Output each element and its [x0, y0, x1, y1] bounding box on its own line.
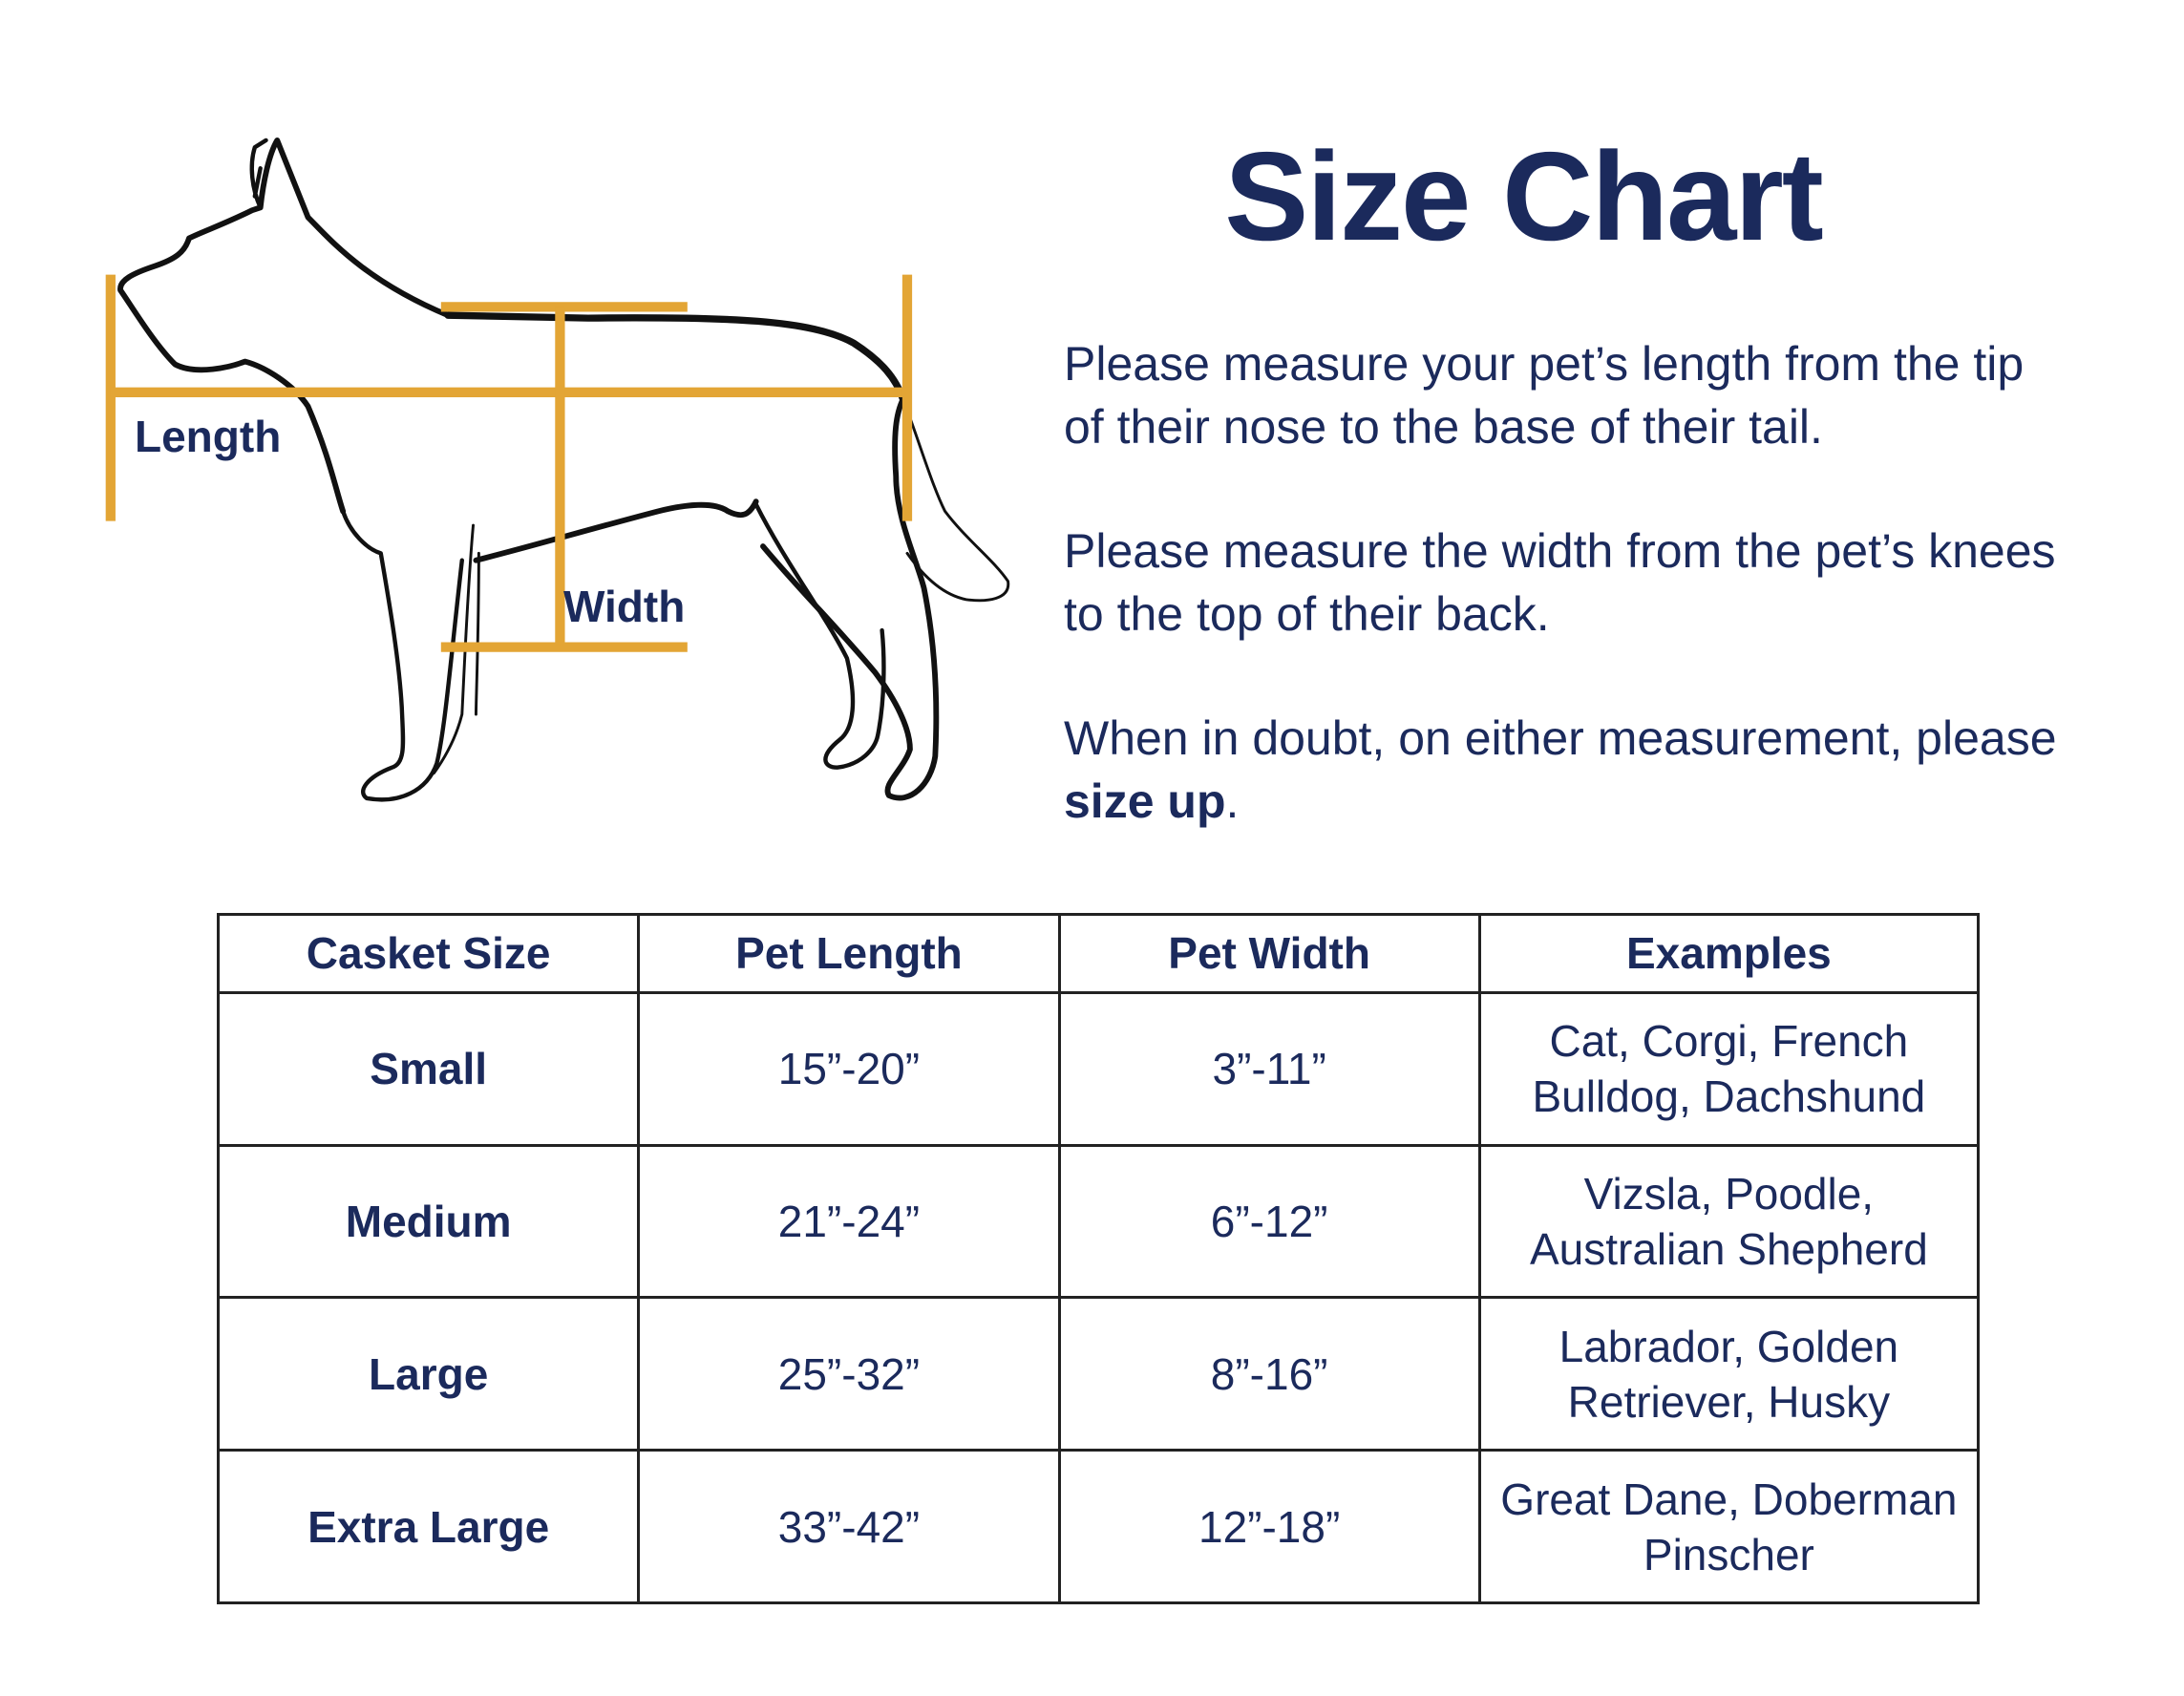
examples-cell: Cat, Corgi, French Bulldog, Dachshund — [1477, 990, 1981, 1147]
length-cell: 25”-32” — [637, 1296, 1061, 1452]
size-cell: Small — [216, 990, 641, 1147]
length-cell: 15”-20” — [637, 990, 1061, 1147]
width-cell: 8”-16” — [1057, 1296, 1481, 1452]
length-measure-lines — [105, 274, 913, 521]
examples-cell: Great Dane, Doberman Pinscher — [1477, 1449, 1981, 1604]
width-cell: 12”-18” — [1057, 1449, 1481, 1604]
table-row: Large 25”-32” 8”-16” Labrador, Golden Re… — [216, 1296, 1981, 1452]
length-label: Length — [135, 412, 282, 461]
width-cell: 6”-12” — [1057, 1143, 1481, 1300]
table-header-row: Casket Size Pet Length Pet Width Example… — [216, 913, 1981, 994]
size-up-bold: size up — [1064, 774, 1226, 828]
size-table: Casket Size Pet Length Pet Width Example… — [216, 913, 1981, 1604]
width-instruction: Please measure the width from the pet’s … — [1064, 524, 2056, 641]
length-cell: 33”-42” — [637, 1449, 1061, 1604]
width-cell: 3”-11” — [1057, 990, 1481, 1147]
examples-cell: Vizsla, Poodle, Australian Shepherd — [1477, 1143, 1981, 1300]
length-cell: 21”-24” — [637, 1143, 1061, 1300]
table-row: Extra Large 33”-42” 12”-18” Great Dane, … — [216, 1449, 1981, 1604]
table-row: Medium 21”-24” 6”-12” Vizsla, Poodle, Au… — [216, 1143, 1981, 1300]
size-cell: Extra Large — [216, 1449, 641, 1604]
page-title: Size Chart — [1224, 126, 1824, 266]
header-pet-width: Pet Width — [1057, 913, 1481, 994]
width-label: Width — [563, 582, 686, 631]
table-row: Small 15”-20” 3”-11” Cat, Corgi, French … — [216, 990, 1981, 1147]
size-up-prefix: When in doubt, on either measurement, pl… — [1064, 711, 2057, 765]
size-up-instruction: When in doubt, on either measurement, pl… — [1064, 707, 2076, 833]
size-up-suffix: . — [1225, 774, 1240, 828]
header-examples: Examples — [1477, 913, 1981, 994]
length-instruction: Please measure your pet’s length from th… — [1064, 337, 2025, 454]
header-pet-length: Pet Length — [637, 913, 1061, 994]
size-cell: Medium — [216, 1143, 641, 1300]
examples-cell: Labrador, Golden Retriever, Husky — [1477, 1296, 1981, 1452]
dog-outline — [117, 137, 1010, 802]
size-cell: Large — [216, 1296, 641, 1452]
width-measure-lines — [440, 302, 688, 652]
header-casket-size: Casket Size — [216, 913, 641, 994]
